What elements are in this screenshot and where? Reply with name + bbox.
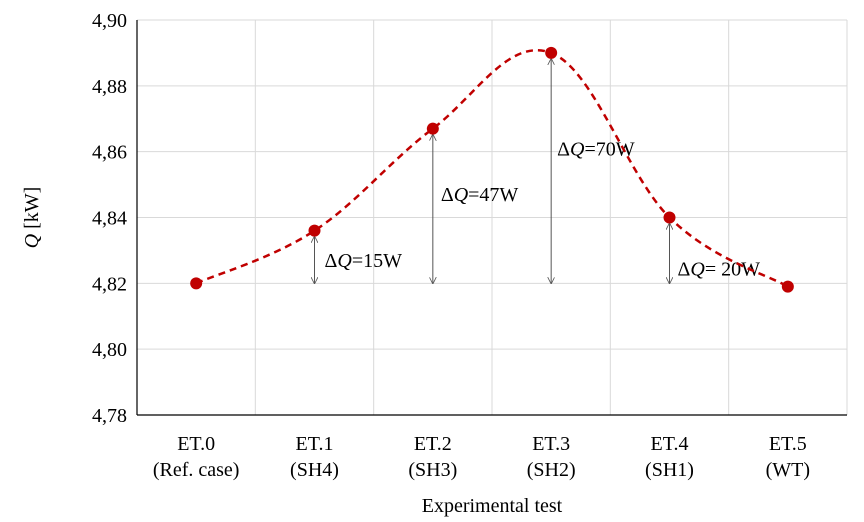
data-point [781, 280, 794, 293]
delta-symbol: Δ [441, 184, 454, 206]
x-tick-label: ET.1 (SH4) [290, 433, 339, 481]
delta-q-symbol: Q [454, 184, 469, 206]
delta-value: =70W [584, 139, 634, 161]
delta-q-symbol: Q [337, 250, 352, 272]
y-tick-label: 4,90 [92, 10, 127, 32]
y-tick-label: 4,84 [92, 208, 127, 230]
x-tick-label-line1: ET.4 [651, 433, 689, 455]
x-tick-label-line1: ET.0 [177, 433, 215, 455]
data-point [308, 224, 321, 237]
data-point [426, 122, 439, 135]
x-tick-label: ET.4 (SH1) [645, 433, 694, 481]
x-tick-label-line2: (SH2) [527, 459, 576, 481]
data-point [190, 277, 203, 290]
x-tick-labels: ET.0 (Ref. case) ET.1 (SH4) ET.2 (SH3) ET.3 (SH… [153, 433, 810, 481]
y-tick-label: 4,80 [92, 339, 127, 361]
delta-label: ΔQ=15W [325, 250, 403, 272]
x-tick-label: ET.2 (SH3) [408, 433, 457, 481]
y-tick-label: 4,86 [92, 142, 127, 164]
delta-q-symbol: Q [570, 139, 585, 161]
x-tick-label-line2: (SH4) [290, 459, 339, 481]
x-tick-label-line1: ET.5 [769, 433, 807, 455]
delta-symbol: Δ [557, 139, 570, 161]
x-tick-label: ET.3 (SH2) [527, 433, 576, 481]
delta-label: ΔQ=70W [557, 139, 635, 161]
delta-value: =15W [352, 250, 402, 272]
data-points [190, 46, 794, 293]
delta-label: ΔQ=47W [441, 184, 519, 206]
x-tick-label-line1: ET.3 [532, 433, 570, 455]
x-tick-label-line1: ET.2 [414, 433, 452, 455]
x-tick-label-line1: ET.1 [296, 433, 334, 455]
y-axis-title-unit: [kW] [21, 187, 43, 234]
x-tick-label-line2: (WT) [766, 459, 810, 481]
x-axis-title: Experimental test [422, 495, 563, 517]
gridlines [137, 19, 848, 415]
y-tick-label: 4,82 [92, 273, 127, 295]
data-point [663, 211, 676, 224]
delta-value: = 20W [705, 258, 760, 280]
delta-symbol: Δ [678, 258, 691, 280]
y-tick-labels: 4,78 4,80 4,82 4,84 4,86 4,88 4,90 [92, 10, 127, 427]
delta-value: =47W [468, 184, 518, 206]
x-tick-label: ET.0 (Ref. case) [153, 433, 240, 481]
data-point [545, 46, 558, 59]
x-tick-label-line2: (SH1) [645, 459, 694, 481]
delta-symbol: Δ [325, 250, 338, 272]
delta-label: ΔQ= 20W [678, 258, 761, 280]
x-tick-label-line2: (SH3) [408, 459, 457, 481]
y-axis-title: Q [kW] [21, 187, 43, 249]
delta-q-symbol: Q [690, 258, 705, 280]
y-axis-title-symbol: Q [21, 233, 43, 248]
x-tick-label: ET.5 (WT) [766, 433, 810, 481]
y-tick-label: 4,88 [92, 76, 127, 98]
x-tick-label-line2: (Ref. case) [153, 459, 240, 481]
series-line [195, 49, 789, 288]
y-tick-label: 4,78 [92, 405, 127, 427]
axes [136, 20, 847, 416]
